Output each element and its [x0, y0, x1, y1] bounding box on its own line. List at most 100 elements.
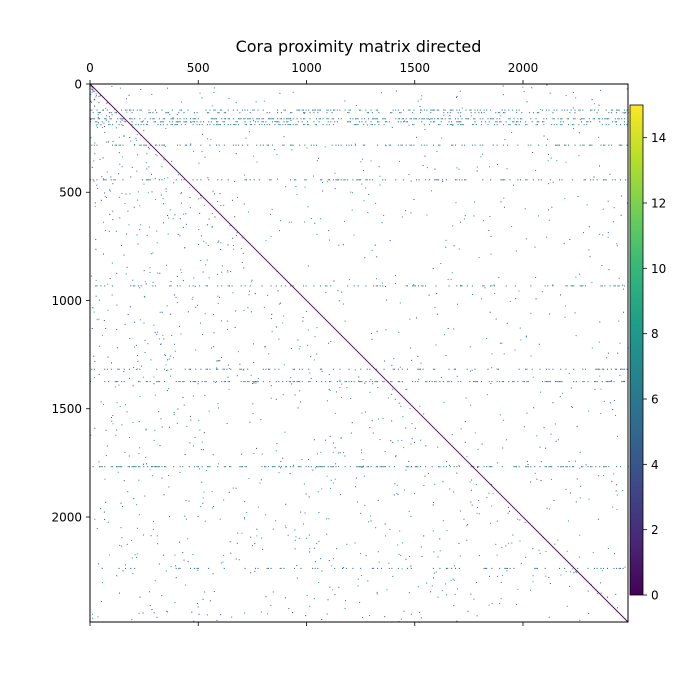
matrix-cell — [405, 118, 407, 120]
matrix-cell — [186, 121, 188, 123]
matrix-cell — [458, 464, 460, 466]
matrix-cell — [181, 101, 183, 103]
matrix-cell — [321, 466, 323, 468]
matrix-cell — [144, 281, 146, 283]
matrix-cell — [382, 282, 384, 284]
matrix-cell — [221, 381, 223, 383]
matrix-cell — [445, 239, 447, 241]
matrix-cell — [187, 538, 189, 540]
matrix-cell — [481, 443, 483, 445]
matrix-cell — [426, 144, 428, 146]
matrix-cell — [409, 408, 411, 410]
matrix-cell — [403, 121, 405, 123]
matrix-cell — [491, 505, 493, 507]
matrix-cell — [260, 419, 262, 421]
matrix-cell — [352, 567, 354, 569]
matrix-cell — [295, 124, 297, 126]
matrix-cell — [138, 421, 140, 423]
matrix-cell — [99, 95, 101, 97]
matrix-cell — [115, 381, 117, 383]
matrix-cell — [336, 381, 338, 383]
matrix-cell — [277, 112, 279, 114]
matrix-cell — [313, 439, 315, 441]
matrix-cell — [370, 124, 372, 126]
matrix-cell — [205, 109, 207, 111]
matrix-cell — [560, 121, 562, 123]
matrix-cell — [204, 394, 206, 396]
matrix-cell — [184, 124, 186, 126]
matrix-cell — [373, 285, 375, 287]
matrix-cell — [586, 204, 588, 206]
matrix-cell — [179, 466, 181, 468]
matrix-cell — [310, 356, 312, 358]
matrix-cell — [114, 112, 116, 114]
matrix-cell — [414, 118, 416, 120]
matrix-cell — [98, 101, 100, 103]
matrix-cell — [101, 582, 103, 584]
matrix-cell — [590, 121, 592, 123]
matrix-cell — [158, 563, 160, 565]
colorbar-tick-label: 4 — [651, 458, 659, 472]
matrix-cell — [377, 121, 379, 123]
matrix-cell — [504, 567, 506, 569]
matrix-cell — [460, 112, 462, 114]
matrix-cell — [168, 388, 170, 390]
matrix-cell — [346, 543, 348, 545]
matrix-cell — [328, 518, 330, 520]
matrix-cell — [465, 179, 467, 181]
matrix-cell — [527, 463, 529, 465]
matrix-cell — [439, 466, 441, 468]
matrix-cell — [336, 548, 338, 550]
matrix-cell — [547, 138, 549, 140]
matrix-cell — [565, 488, 567, 490]
matrix-cell — [305, 109, 307, 111]
matrix-cell — [458, 567, 460, 569]
matrix-cell — [461, 179, 463, 181]
matrix-cell — [124, 404, 126, 406]
matrix-cell — [449, 124, 451, 126]
matrix-cell — [277, 121, 279, 123]
matrix-cell — [591, 99, 593, 101]
matrix-cell — [169, 426, 171, 428]
matrix-cell — [245, 124, 247, 126]
matrix-cell — [143, 295, 145, 297]
matrix-cell — [330, 487, 332, 489]
matrix-cell — [516, 109, 518, 111]
matrix-cell — [225, 381, 227, 383]
matrix-cell — [355, 105, 357, 106]
matrix-cell — [221, 285, 223, 287]
matrix-cell — [291, 612, 293, 614]
matrix-cell — [246, 512, 248, 514]
matrix-cell — [556, 109, 558, 111]
matrix-cell — [145, 144, 147, 146]
matrix-cell — [261, 466, 263, 468]
matrix-cell — [350, 191, 352, 193]
matrix-cell — [310, 466, 312, 468]
matrix-cell — [462, 124, 464, 126]
matrix-cell — [534, 466, 536, 468]
matrix-cell — [309, 118, 311, 120]
matrix-cell — [548, 616, 550, 618]
matrix-cell — [360, 567, 362, 569]
matrix-cell — [607, 596, 608, 598]
matrix-cell — [164, 381, 166, 383]
x-tick-label: 1000 — [291, 61, 322, 75]
matrix-cell — [143, 183, 145, 185]
matrix-cell — [532, 548, 534, 550]
matrix-cell — [339, 379, 341, 381]
matrix-cell — [410, 567, 412, 569]
matrix-cell — [332, 451, 334, 453]
matrix-cell — [358, 109, 360, 111]
matrix-cell — [171, 160, 173, 162]
matrix-cell — [282, 144, 284, 146]
matrix-cell — [173, 118, 175, 120]
matrix-cell — [254, 124, 256, 126]
matrix-cell — [332, 368, 334, 370]
matrix-cell — [456, 375, 458, 377]
matrix-cell — [292, 91, 294, 93]
matrix-cell — [434, 168, 436, 170]
matrix-cell — [608, 118, 610, 120]
matrix-cell — [614, 285, 616, 287]
matrix-cell — [272, 528, 274, 530]
matrix-cell — [610, 381, 612, 383]
